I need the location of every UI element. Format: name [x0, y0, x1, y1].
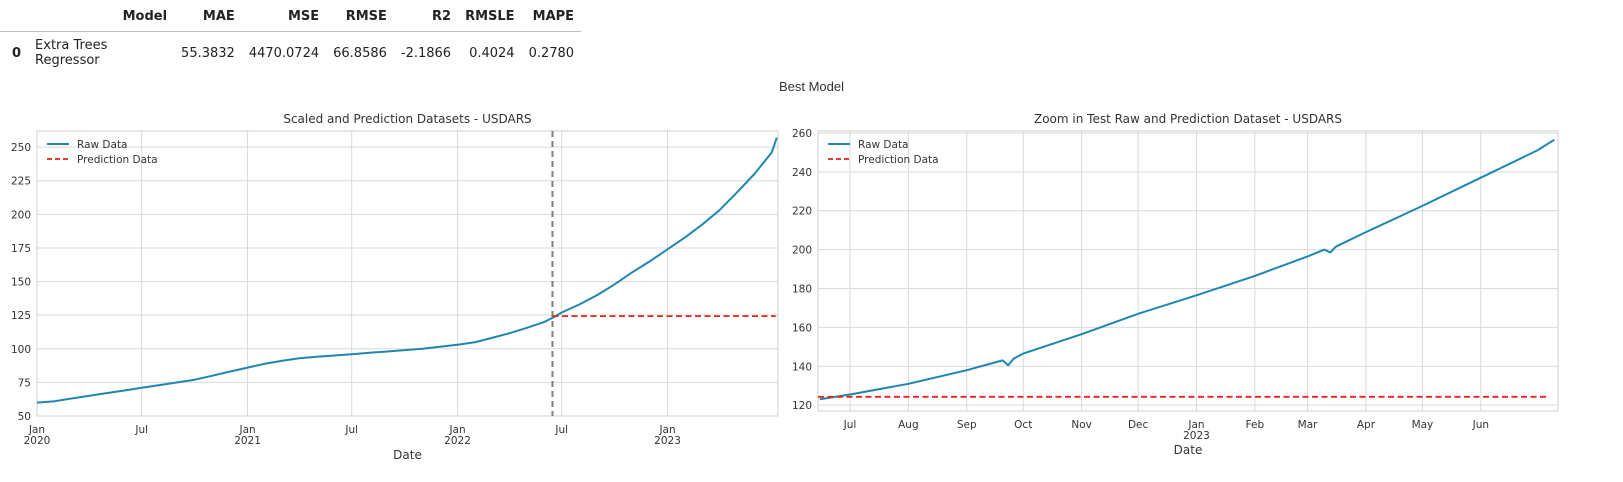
raw-data-line — [36, 137, 778, 404]
x-tick-label: Dec — [1128, 419, 1149, 431]
y-tick-label: 180 — [792, 284, 812, 296]
metrics-header-mape: MAPE — [521, 0, 582, 32]
x-tick-label: Sep — [957, 419, 977, 431]
raw-data-line — [819, 138, 1555, 401]
legend-label: Raw Data — [77, 139, 128, 151]
x-tick-label: Feb — [1246, 419, 1265, 431]
metrics-header-mae: MAE — [174, 0, 242, 32]
x-tick-label: Jun — [1472, 419, 1489, 431]
metrics-rmse-value: 66.8586 — [333, 45, 387, 61]
y-tick-label: 150 — [11, 277, 31, 289]
y-tick-label: 200 — [11, 209, 31, 221]
x-tick-year-label: 2023 — [654, 435, 681, 447]
metrics-mae-value: 55.3832 — [181, 45, 235, 61]
y-tick-label: 225 — [11, 176, 31, 188]
legend-label: Raw Data — [858, 139, 909, 151]
x-tick-label: Jul — [554, 424, 568, 436]
y-tick-label: 250 — [11, 142, 31, 154]
x-tick-label: May — [1412, 419, 1434, 431]
x-tick-year-label: 2023 — [1183, 430, 1210, 442]
y-tick-label: 125 — [11, 310, 31, 322]
legend-label: Prediction Data — [77, 154, 158, 166]
metrics-r2-value: -2.1866 — [400, 45, 452, 61]
figure-suptitle: Best Model — [778, 79, 845, 94]
x-tick-label: Apr — [1357, 419, 1376, 431]
y-tick-label: 175 — [11, 243, 31, 255]
metrics-header-rmsle: RMSLE — [458, 0, 522, 32]
x-tick-label: Jan — [238, 424, 255, 436]
x-tick-year-label: 2021 — [234, 435, 261, 447]
x-tick-label: Jan — [658, 424, 675, 436]
y-tick-label: 240 — [792, 167, 812, 179]
x-tick-label: Jul — [134, 424, 148, 436]
y-tick-label: 50 — [18, 411, 31, 423]
y-tick-label: 140 — [792, 361, 812, 373]
x-tick-year-label: 2022 — [444, 435, 471, 447]
x-axis-label: Date — [1174, 443, 1203, 457]
metrics-row: 0 Extra Trees Regressor 55.3832 4470.072… — [0, 32, 581, 75]
metrics-table: Model MAE MSE RMSE R2 RMSLE MAPE 0 Extra… — [0, 0, 582, 75]
metrics-header-r2: R2 — [393, 0, 459, 32]
chart-title: Scaled and Prediction Datasets - USDARS — [283, 112, 531, 126]
metrics-table-container: Model MAE MSE RMSE R2 RMSLE MAPE 0 Extra… — [0, 0, 582, 75]
chart-zoom-test: Zoom in Test Raw and Prediction Dataset … — [792, 112, 1559, 457]
metrics-mape-value: 0.2780 — [528, 45, 575, 61]
x-tick-label: Oct — [1014, 419, 1032, 431]
metrics-header-rmse: RMSE — [326, 0, 394, 32]
y-tick-label: 120 — [792, 400, 812, 412]
legend-label: Prediction Data — [858, 154, 939, 166]
metrics-row-index: 0 — [12, 45, 22, 61]
y-tick-label: 260 — [792, 128, 812, 140]
y-tick-label: 200 — [792, 245, 812, 257]
x-tick-label: Jul — [843, 419, 857, 431]
chart-title: Zoom in Test Raw and Prediction Dataset … — [1034, 112, 1342, 126]
metrics-header-model: Model — [28, 0, 175, 32]
metrics-mse-value: 4470.0724 — [248, 45, 320, 61]
plot-frame — [36, 130, 779, 417]
x-tick-year-label: 2020 — [24, 435, 51, 447]
y-tick-label: 160 — [792, 322, 812, 334]
x-tick-label: Jul — [344, 424, 358, 436]
x-tick-label: Jan — [28, 424, 45, 436]
plot-frame — [817, 130, 1559, 412]
y-tick-label: 75 — [18, 377, 31, 389]
metrics-model-name: Extra Trees Regressor — [35, 38, 108, 68]
x-tick-label: Mar — [1298, 419, 1318, 431]
chart-scaled-prediction: Scaled and Prediction Datasets - USDARS 5… — [11, 112, 779, 462]
metrics-header-index — [0, 0, 29, 32]
metrics-header-row: Model MAE MSE RMSE R2 RMSLE MAPE — [0, 0, 582, 32]
x-axis-label: Date — [393, 448, 422, 462]
metrics-rmsle-value: 0.4024 — [469, 45, 515, 61]
x-tick-label: Jan — [448, 424, 465, 436]
y-tick-label: 220 — [792, 206, 812, 218]
x-tick-label: Jan — [1187, 419, 1204, 431]
metrics-header-mse: MSE — [241, 0, 327, 32]
x-tick-label: Nov — [1071, 419, 1092, 431]
x-tick-label: Aug — [898, 419, 919, 431]
y-tick-label: 100 — [11, 344, 31, 356]
